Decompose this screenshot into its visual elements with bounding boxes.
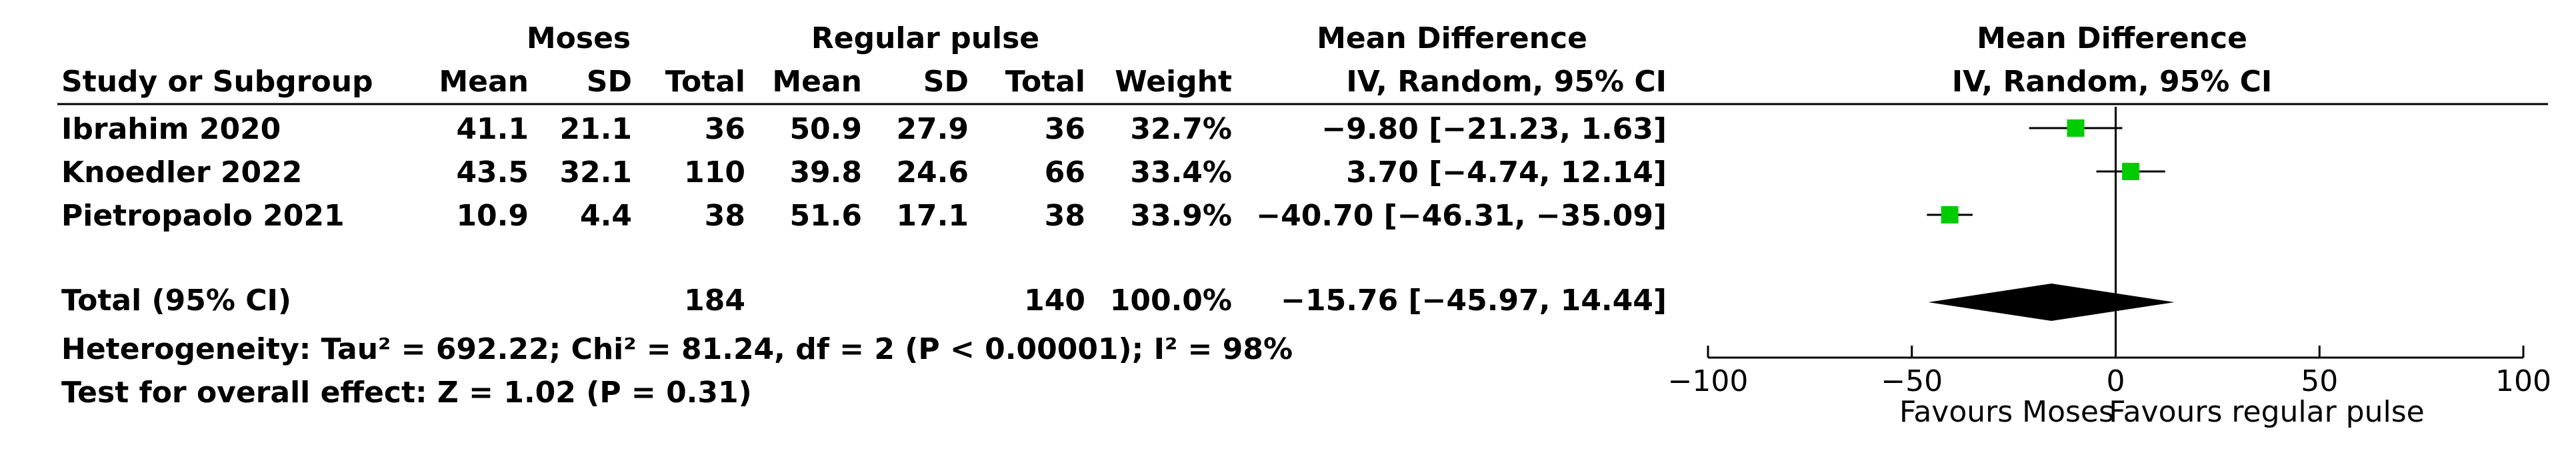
total-row: Total (95% CI) 184 140 100.0% −15.76 [−4… — [61, 284, 1667, 318]
total-weight: 100.0% — [1110, 284, 1232, 318]
n1-cell: 38 — [705, 199, 745, 233]
mean1-cell: 10.9 — [456, 199, 529, 233]
sd1-header: SD — [587, 65, 632, 99]
overall-effect-text: Test for overall effect: Z = 1.02 (P = 0… — [61, 376, 752, 410]
weight-cell: 32.7% — [1130, 112, 1232, 146]
ci-cell: 3.70 [−4.74, 12.14] — [1346, 155, 1667, 189]
ci-cell: −9.80 [−21.23, 1.63] — [1321, 112, 1667, 146]
mean2-cell: 39.8 — [789, 155, 862, 189]
x-axis: −100 −50 0 50 100 — [1668, 346, 2551, 398]
x-tick-label: 100 — [2495, 364, 2551, 398]
point-estimate-marker — [2122, 163, 2140, 180]
point-estimate-marker — [1941, 206, 1959, 223]
ci-cell: −40.70 [−46.31, −35.09] — [1256, 199, 1667, 233]
sd2-header: SD — [923, 65, 969, 99]
x-tick-label: 50 — [2301, 364, 2338, 398]
plot-title-header: Mean Difference — [1977, 21, 2247, 55]
mean1-cell: 41.1 — [456, 112, 529, 146]
ci-method-header: IV, Random, 95% CI — [1346, 65, 1667, 99]
weight-header: Weight — [1115, 65, 1232, 99]
n1-cell: 110 — [684, 155, 745, 189]
x-tick-label: −100 — [1668, 364, 1749, 398]
study-row: Knoedler 2022 43.5 32.1 110 39.8 24.6 66… — [61, 155, 1667, 189]
study-row: Ibrahim 2020 41.1 21.1 36 50.9 27.9 36 3… — [61, 112, 1667, 146]
sd2-cell: 27.9 — [896, 112, 969, 146]
mean2-cell: 51.6 — [789, 199, 862, 233]
study-row: Pietropaolo 2021 10.9 4.4 38 51.6 17.1 3… — [61, 199, 1667, 233]
sd1-cell: 21.1 — [559, 112, 632, 146]
heterogeneity-text: Heterogeneity: Tau² = 692.22; Chi² = 81.… — [61, 332, 1293, 366]
favours-left-label: Favours Moses — [1899, 395, 2114, 429]
study-column-header: Study or Subgroup — [61, 65, 373, 99]
total-label: Total (95% CI) — [61, 284, 291, 318]
sd2-cell: 24.6 — [896, 155, 969, 189]
study-name: Knoedler 2022 — [61, 155, 302, 189]
total-n1: 184 — [684, 284, 745, 318]
n2-cell: 36 — [1045, 112, 1085, 146]
favours-right-label: Favours regular pulse — [2109, 395, 2424, 429]
mean1-header: Mean — [439, 65, 529, 99]
weight-cell: 33.4% — [1130, 155, 1232, 189]
sd1-cell: 32.1 — [559, 155, 632, 189]
total-ci: −15.76 [−45.97, 14.44] — [1281, 284, 1667, 318]
study-name: Ibrahim 2020 — [61, 112, 281, 146]
effect-title-header: Mean Difference — [1317, 21, 1587, 55]
x-tick-label: 0 — [2107, 364, 2125, 398]
study-name: Pietropaolo 2021 — [61, 199, 345, 233]
total1-header: Total — [665, 65, 745, 99]
sd2-cell: 17.1 — [896, 199, 969, 233]
plot-marks — [1927, 107, 2175, 358]
total-n2: 140 — [1024, 284, 1085, 318]
x-tick-label: −50 — [1881, 364, 1943, 398]
pooled-estimate-diamond — [1928, 284, 2175, 321]
total2-header: Total — [1005, 65, 1085, 99]
n2-cell: 66 — [1045, 155, 1085, 189]
mean1-cell: 43.5 — [456, 155, 529, 189]
n1-cell: 36 — [705, 112, 745, 146]
n2-cell: 38 — [1045, 199, 1085, 233]
weight-cell: 33.9% — [1130, 199, 1232, 233]
mean2-header: Mean — [772, 65, 862, 99]
group1-header: Moses — [527, 21, 631, 55]
sd1-cell: 4.4 — [580, 199, 632, 233]
plot-method-header: IV, Random, 95% CI — [1952, 65, 2273, 99]
mean2-cell: 50.9 — [789, 112, 862, 146]
group2-header: Regular pulse — [811, 21, 1039, 55]
point-estimate-marker — [2067, 119, 2085, 137]
